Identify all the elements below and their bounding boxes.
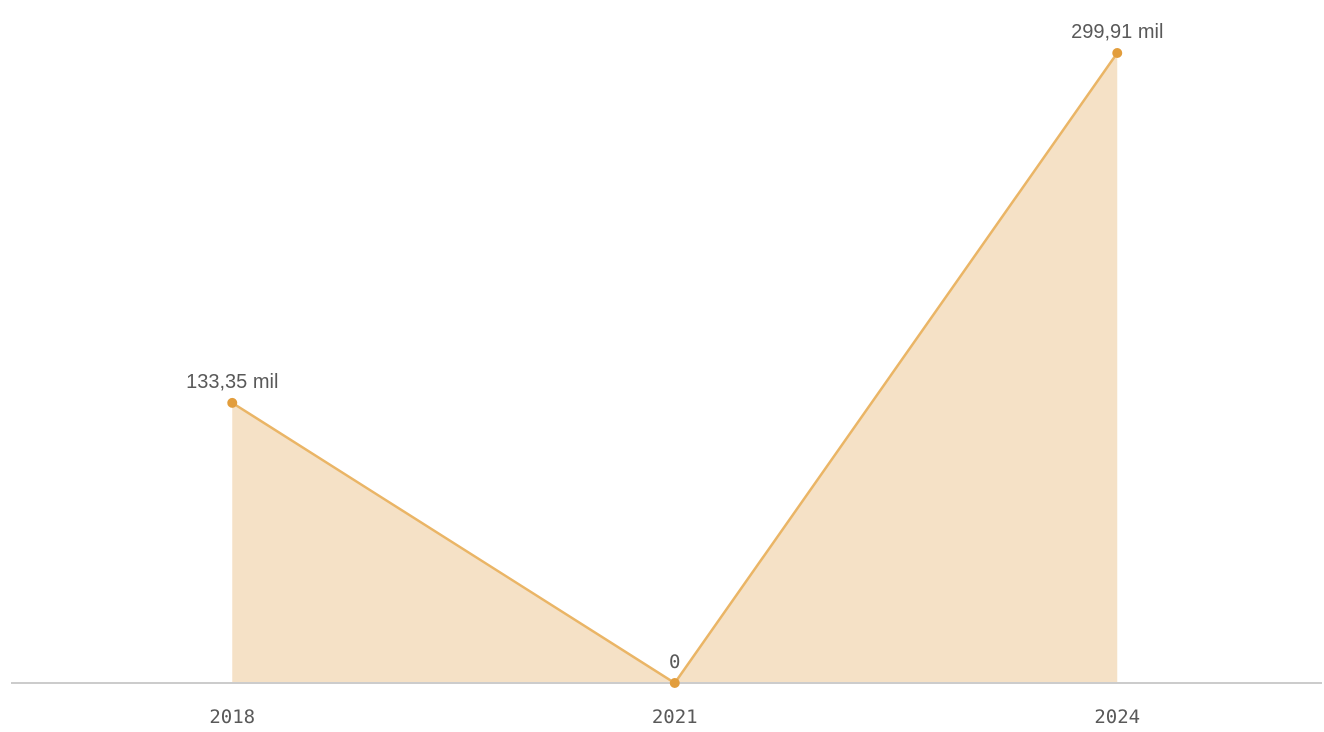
value-label: 133,35 mil <box>186 371 278 393</box>
x-tick-label: 2024 <box>1094 706 1140 728</box>
value-label: 0 <box>669 651 680 673</box>
area <box>232 53 1118 683</box>
value-label: 299,91 mil <box>1071 21 1163 43</box>
x-tick-label: 2021 <box>652 706 698 728</box>
point <box>1112 48 1123 58</box>
point <box>227 397 238 408</box>
x-tick-label: 2018 <box>209 706 255 728</box>
point <box>669 678 680 688</box>
